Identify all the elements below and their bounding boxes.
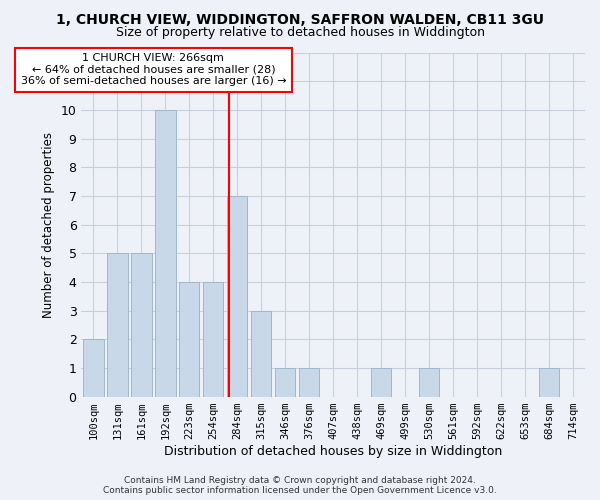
Bar (275, 368, 295, 396)
Text: 1 CHURCH VIEW: 266sqm
← 64% of detached houses are smaller (28)
36% of semi-deta: 1 CHURCH VIEW: 266sqm ← 64% of detached … (20, 53, 286, 86)
Bar (83, 339, 104, 396)
Bar (131, 253, 152, 396)
Text: 1, CHURCH VIEW, WIDDINGTON, SAFFRON WALDEN, CB11 3GU: 1, CHURCH VIEW, WIDDINGTON, SAFFRON WALD… (56, 12, 544, 26)
Bar (179, 282, 199, 397)
Text: Contains HM Land Registry data © Crown copyright and database right 2024.
Contai: Contains HM Land Registry data © Crown c… (103, 476, 497, 495)
Bar (299, 368, 319, 396)
Y-axis label: Number of detached properties: Number of detached properties (42, 132, 55, 318)
Bar (227, 196, 247, 396)
Text: Size of property relative to detached houses in Widdington: Size of property relative to detached ho… (115, 26, 485, 39)
X-axis label: Distribution of detached houses by size in Widdington: Distribution of detached houses by size … (164, 444, 502, 458)
Bar (419, 368, 439, 396)
Bar (371, 368, 391, 396)
Bar (155, 110, 176, 397)
Bar (251, 310, 271, 396)
Bar (539, 368, 559, 396)
Bar (203, 282, 223, 397)
Bar (107, 253, 128, 396)
